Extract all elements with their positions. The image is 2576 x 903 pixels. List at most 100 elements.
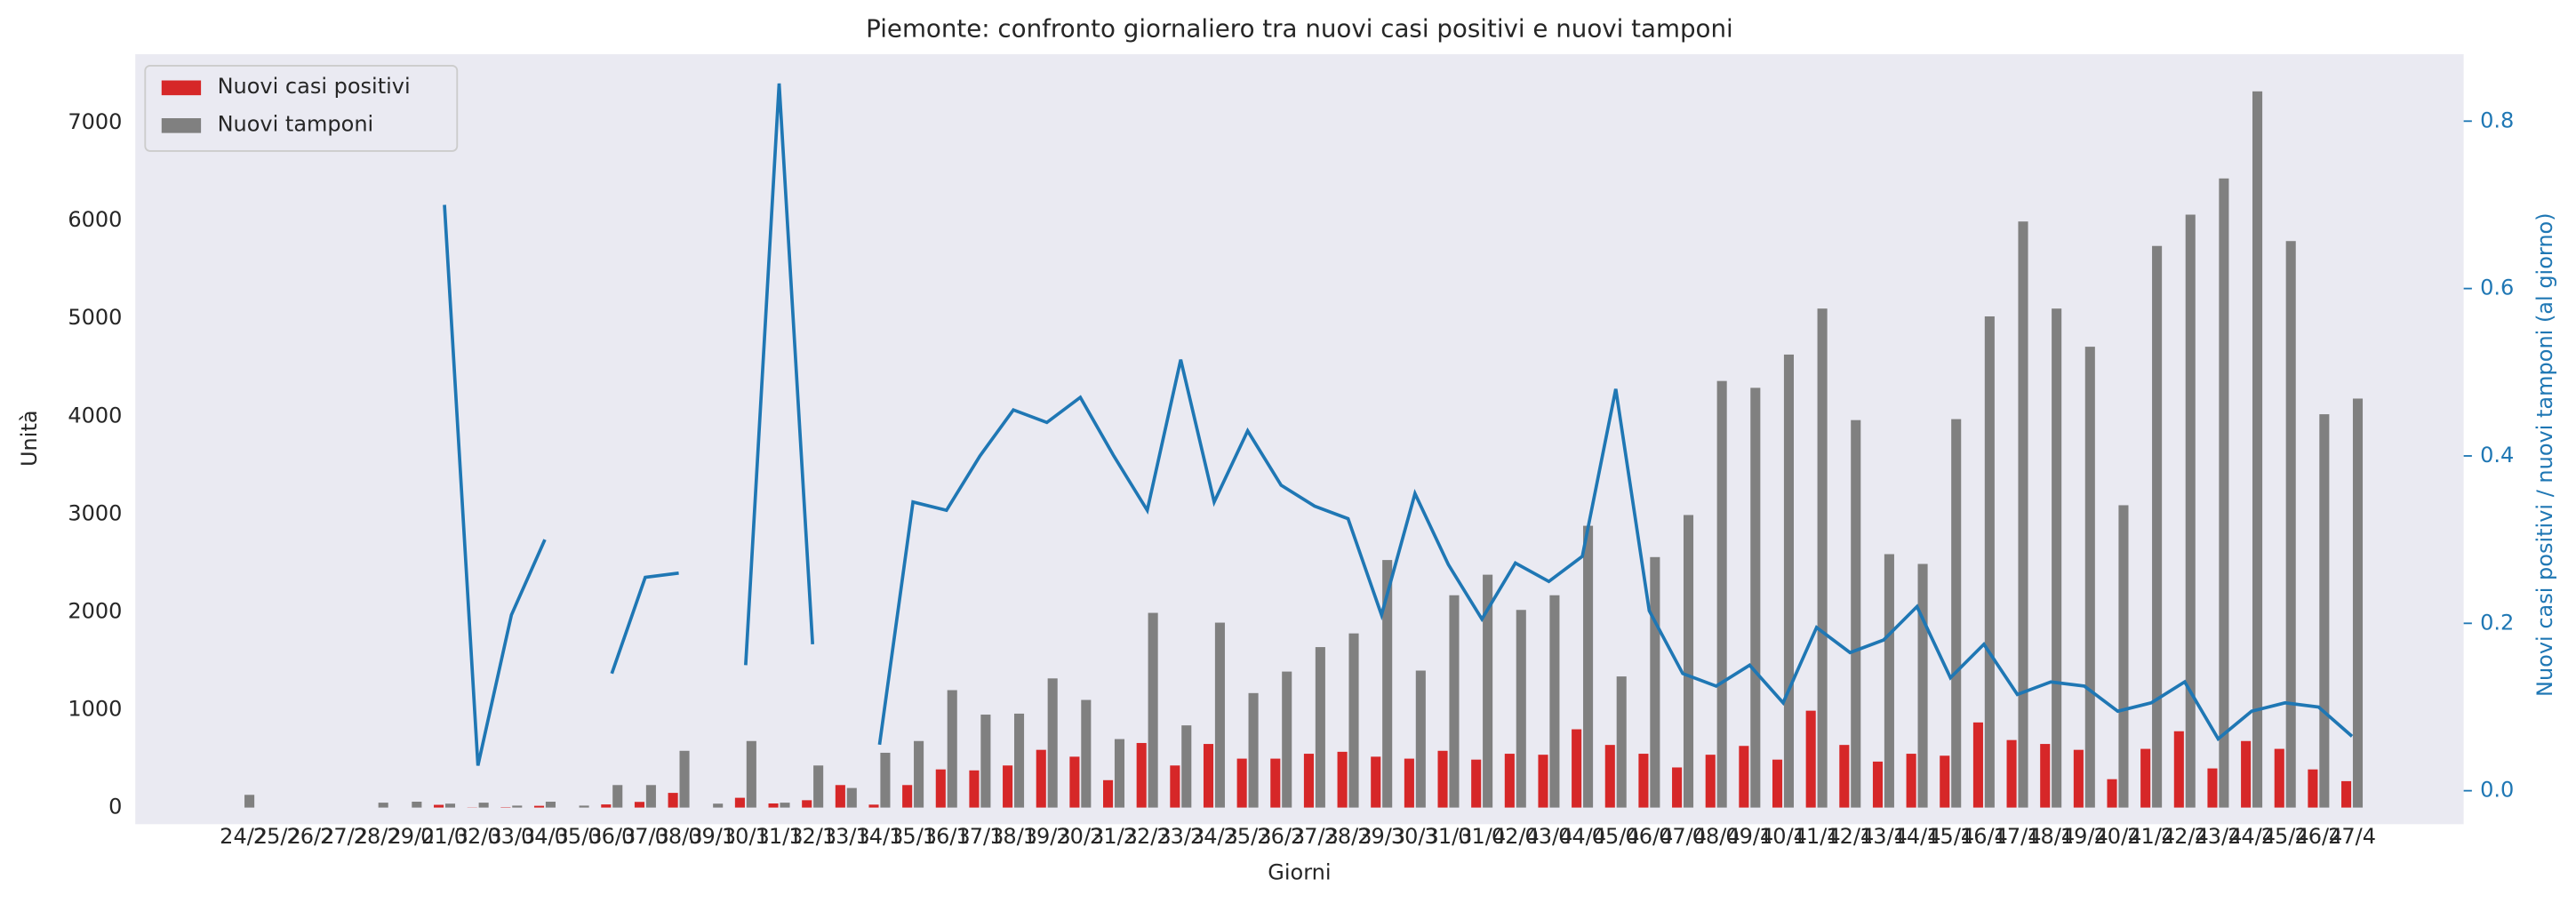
bar: [1583, 525, 1594, 808]
x-tick-label: 08/3: [655, 824, 703, 849]
bar: [713, 803, 724, 808]
bar: [1650, 556, 1660, 808]
x-tick-label: 13/4: [1860, 824, 1908, 849]
bar: [1437, 750, 1448, 808]
x-tick-label: 27/3: [1291, 824, 1339, 849]
line: [443, 83, 2354, 766]
y-tick-label: 5000: [68, 305, 122, 330]
bar: [914, 740, 924, 808]
x-tick-label: 10/4: [1759, 824, 1807, 849]
legend-swatch: [161, 118, 202, 133]
bar: [734, 797, 745, 808]
bar: [2006, 739, 2017, 808]
bar: [1404, 758, 1414, 808]
x-tick-label: 15/3: [889, 824, 937, 849]
bar: [1248, 692, 1259, 808]
x-tick-label: 23/4: [2194, 824, 2242, 849]
x-tick-label: 04/3: [521, 824, 569, 849]
bar: [2040, 744, 2051, 808]
x-tick-label: 26/4: [2294, 824, 2342, 849]
x-tick-label: 06/3: [588, 824, 636, 849]
bar: [1069, 756, 1080, 808]
bar: [1940, 755, 1950, 808]
x-tick-label: 05/4: [1592, 824, 1640, 849]
bar: [1013, 713, 1025, 808]
x-tick-label: 16/3: [923, 824, 971, 849]
x-tick-label: 23/3: [1156, 824, 1204, 849]
x-tick-label: 24/4: [2228, 824, 2276, 849]
bar: [1303, 754, 1314, 808]
bar: [533, 805, 545, 808]
y-tick-label: 1000: [68, 697, 122, 722]
x-tick-label: 31/3: [1425, 824, 1473, 849]
bar: [1917, 563, 1928, 808]
x-tick-label: 25/4: [2261, 824, 2309, 849]
x-tick-label: 18/4: [2027, 824, 2075, 849]
bar: [2341, 780, 2352, 808]
x-tick-label: 29/2: [387, 824, 435, 849]
bar: [2152, 245, 2163, 808]
x-tick-label: 17/4: [1994, 824, 2042, 849]
bar: [2052, 308, 2062, 808]
bar: [1136, 742, 1147, 808]
bar: [1348, 633, 1359, 808]
x-tick-label: 09/4: [1725, 824, 1773, 849]
bar: [1003, 765, 1013, 808]
x-tick-label: 17/3: [956, 824, 1004, 849]
legend-box: [144, 64, 459, 152]
x-tick-label: 21/4: [2127, 824, 2175, 849]
bar: [2352, 398, 2364, 808]
bar: [813, 765, 824, 808]
bar: [2073, 749, 2084, 808]
bar: [768, 803, 779, 808]
x-tick-label: 09/3: [688, 824, 736, 849]
bar: [1984, 316, 1995, 808]
bar: [1471, 759, 1482, 808]
x-tick-label: 07/3: [621, 824, 669, 849]
x-tick-label: 11/3: [756, 824, 804, 849]
y2-tick-label: 0.0: [2480, 778, 2514, 803]
x-tick-label: 29/3: [1357, 824, 1405, 849]
y2-tick-label: 0.8: [2480, 108, 2514, 132]
bar: [2018, 221, 2028, 808]
bar: [2207, 768, 2218, 808]
bar: [935, 769, 946, 808]
bar: [780, 803, 790, 808]
x-tick-label: 19/3: [1023, 824, 1071, 849]
x-tick-label: 22/4: [2161, 824, 2209, 849]
bar: [1638, 754, 1649, 808]
x-tick-label: 12/3: [788, 824, 836, 849]
bar: [1716, 380, 1727, 808]
bar: [1872, 761, 1884, 808]
bar: [880, 752, 891, 808]
x-tick-label: 03/4: [1524, 824, 1572, 849]
bar: [378, 803, 388, 808]
bar: [1516, 610, 1526, 808]
y-tick-label: 7000: [68, 109, 122, 134]
bar: [1382, 560, 1393, 808]
bar: [868, 804, 879, 808]
bar: [244, 795, 255, 808]
x-tick-label: 26/3: [1257, 824, 1305, 849]
bar: [1616, 676, 1627, 808]
x-tick-label: 13/3: [822, 824, 870, 849]
bar: [1315, 647, 1325, 808]
y-tick-label: 0: [108, 795, 122, 819]
x-tick-label: 20/3: [1056, 824, 1104, 849]
bar: [1906, 754, 1916, 808]
bar: [1415, 670, 1426, 808]
bar: [2308, 769, 2318, 808]
bar: [444, 803, 456, 808]
bar: [668, 793, 678, 808]
x-tick-label: 25/3: [1224, 824, 1272, 849]
bar: [1805, 710, 1816, 808]
x-tick-label: 06/4: [1625, 824, 1673, 849]
bar: [601, 804, 612, 808]
bar: [2107, 779, 2117, 808]
bar: [1739, 746, 1749, 808]
bar: [2118, 505, 2129, 808]
x-tick-label: 14/3: [856, 824, 904, 849]
x-tick-label: 18/3: [989, 824, 1037, 849]
bar: [802, 800, 812, 808]
